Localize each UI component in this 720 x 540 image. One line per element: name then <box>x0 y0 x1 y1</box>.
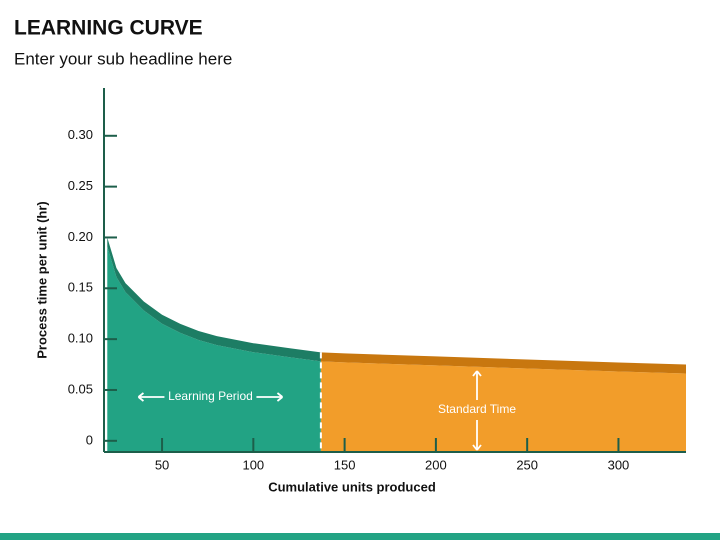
arrow-head <box>137 392 145 402</box>
chart-title: LEARNING CURVE <box>14 17 203 40</box>
area-fill <box>107 246 321 452</box>
curve-band <box>320 352 686 374</box>
arrow-head <box>276 392 284 402</box>
chart-subtitle: Enter your sub headline here <box>14 49 232 68</box>
x-tick-label: 250 <box>516 457 538 472</box>
x-tick-label: 150 <box>334 457 356 472</box>
arrow-head <box>472 370 482 377</box>
x-axis-label: Cumulative units produced <box>268 479 436 494</box>
x-tick-label: 200 <box>425 457 447 472</box>
arrow-head <box>472 444 482 451</box>
y-tick-label: 0.05 <box>68 381 93 396</box>
y-tick-label: 0 <box>86 432 93 447</box>
y-tick-label: 0.15 <box>68 280 93 295</box>
annotation: Standard Time <box>438 402 516 416</box>
curve-band <box>107 237 321 362</box>
y-axis-label: Process time per unit (hr) <box>34 201 49 358</box>
y-tick-label: 0.10 <box>68 331 93 346</box>
y-tick-label: 0.30 <box>68 127 93 142</box>
area-fill <box>320 361 686 452</box>
x-tick-label: 300 <box>608 457 630 472</box>
y-tick-label: 0.25 <box>68 178 93 193</box>
annotation: Learning Period <box>168 389 253 403</box>
x-tick-label: 50 <box>155 457 169 472</box>
y-tick-label: 0.20 <box>68 229 93 244</box>
footer-strip <box>0 533 720 540</box>
x-tick-label: 100 <box>242 457 264 472</box>
